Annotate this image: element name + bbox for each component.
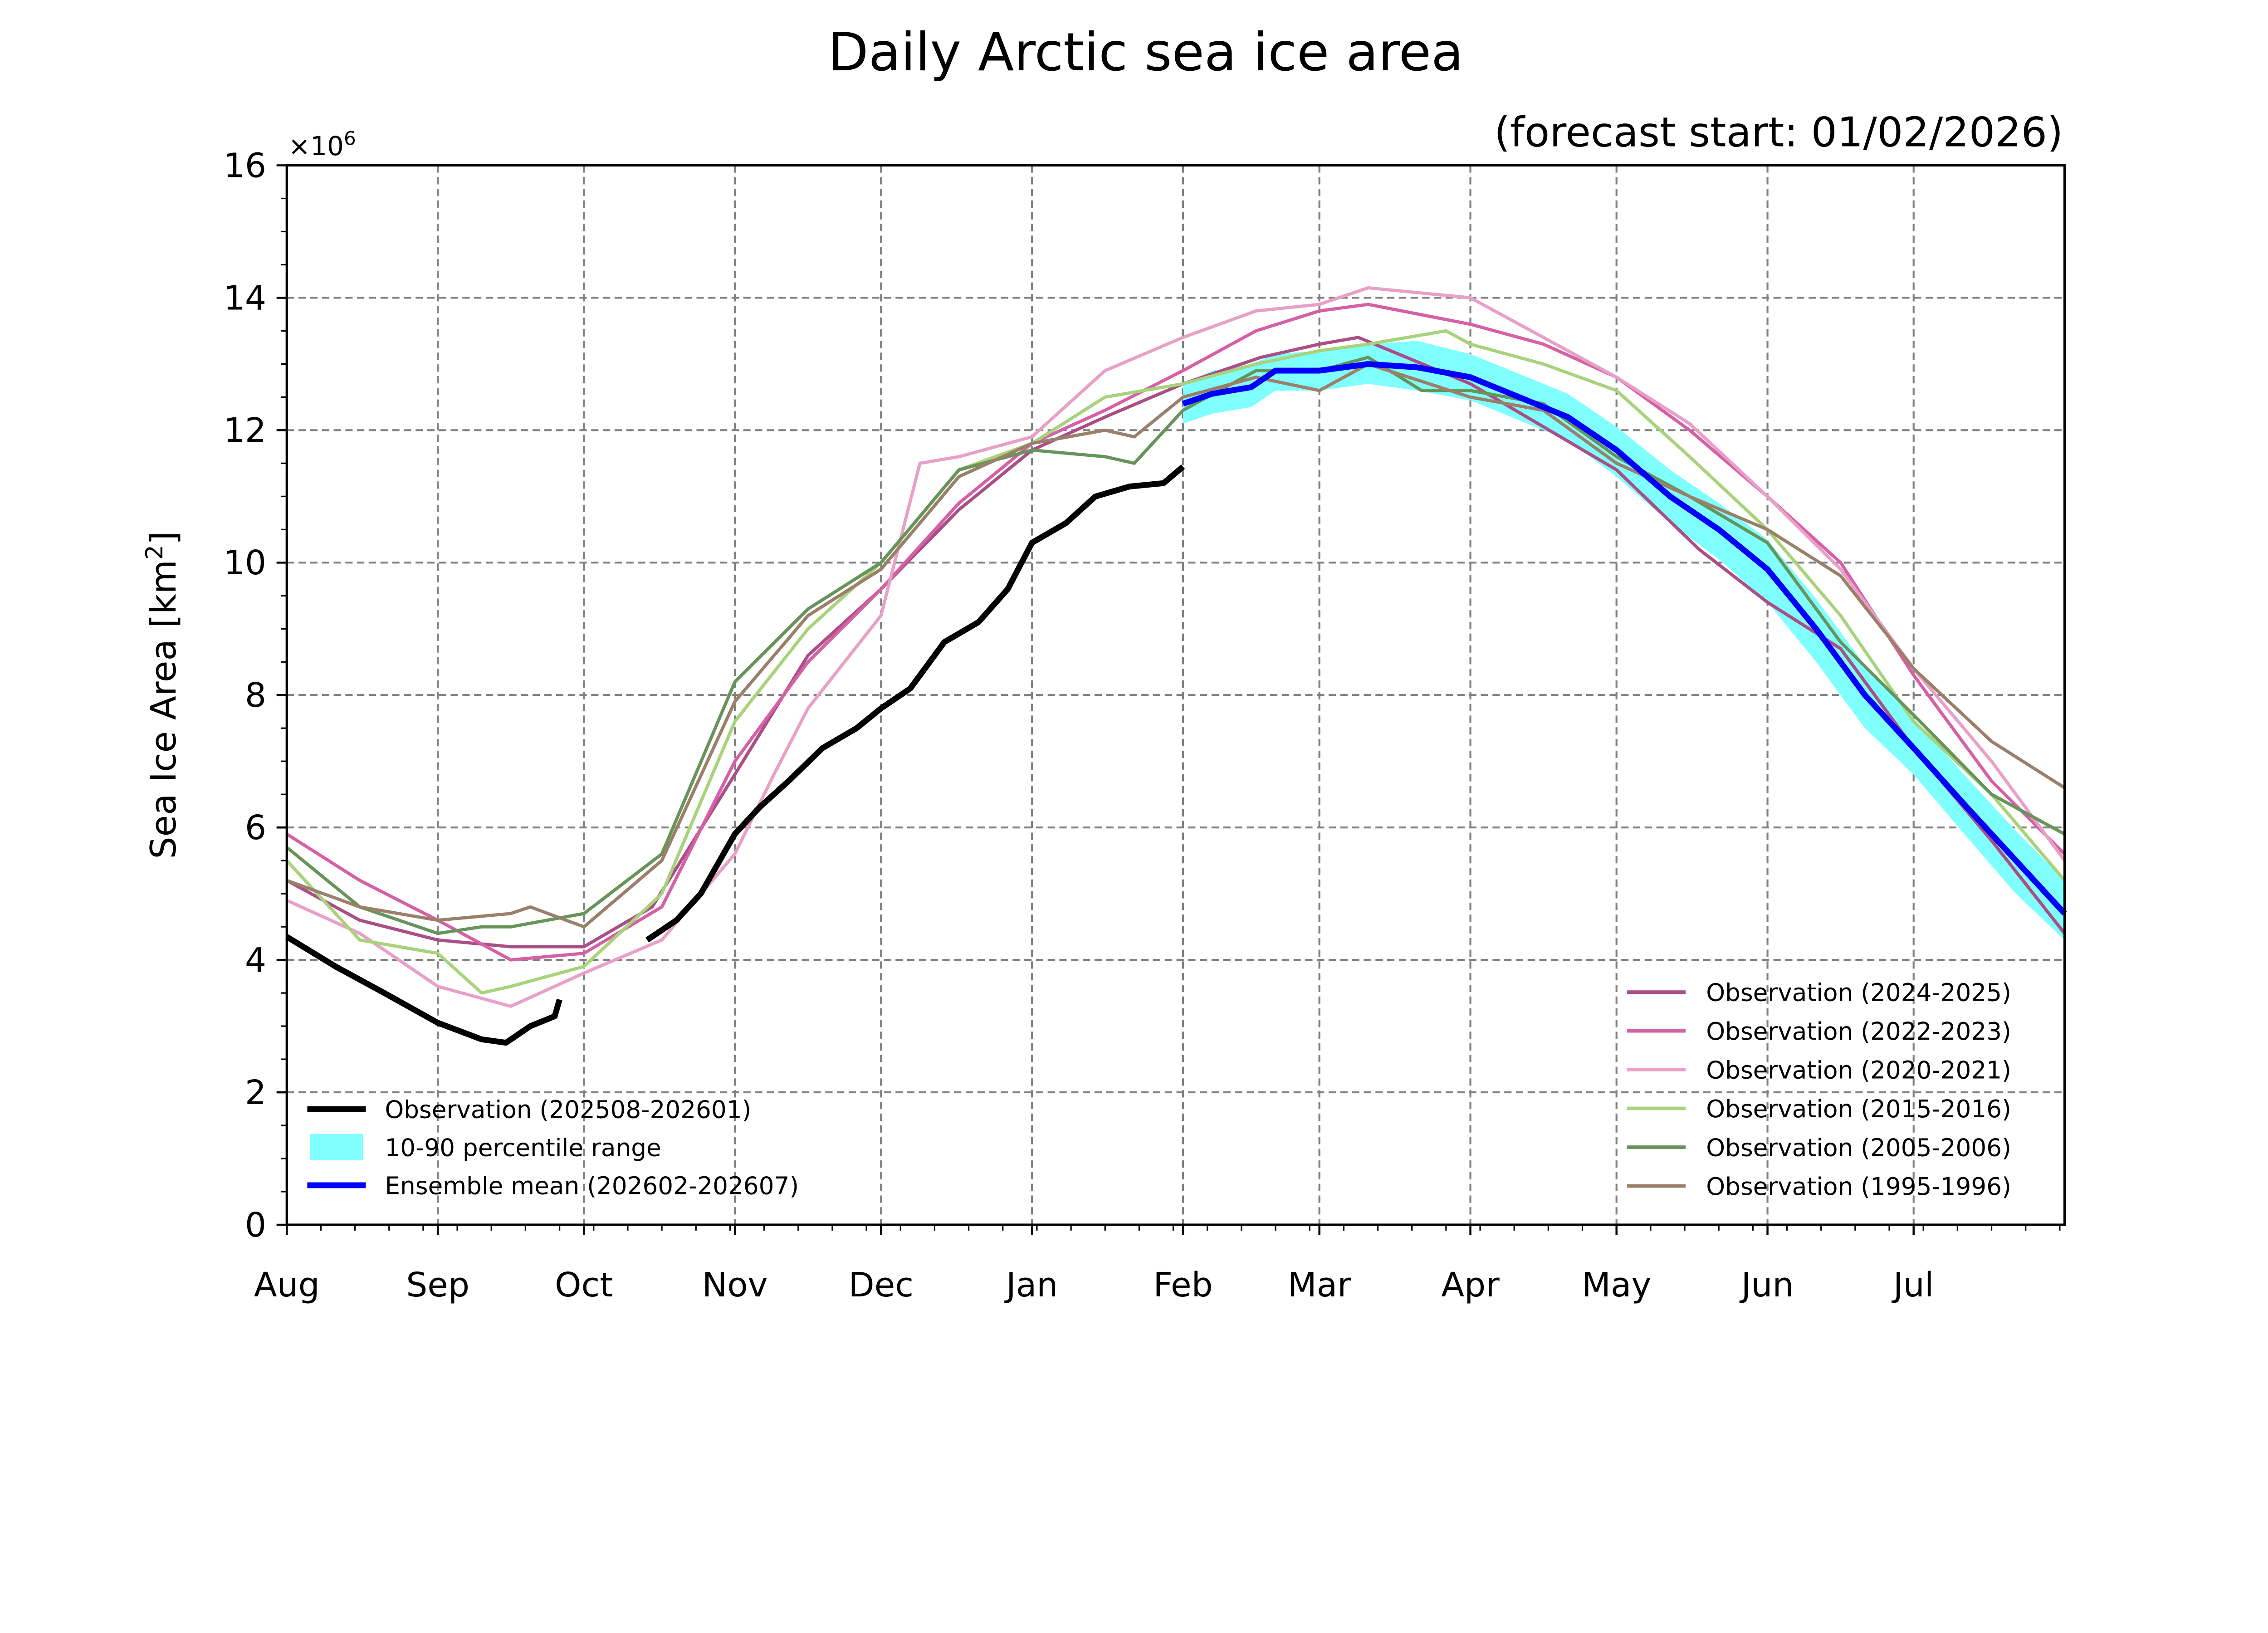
series-line-observation-2015-2016	[285, 329, 2066, 995]
x-tick-label: May	[1582, 1266, 1651, 1305]
sea-ice-chart: Daily Arctic sea ice area (forecast star…	[141, 22, 2067, 1305]
y-axis-label-end: ]	[143, 531, 184, 545]
y-axis-label: Sea Ice Area [km2]	[141, 531, 184, 859]
legend-label: Observation (202508-202601)	[385, 1096, 751, 1124]
x-tick-label: Oct	[555, 1266, 613, 1305]
y-tick-label: 10	[224, 543, 266, 582]
x-tick-label: Aug	[254, 1266, 320, 1305]
series-line-observation-1995-1996	[286, 362, 2066, 929]
x-tick-label: Nov	[702, 1266, 768, 1305]
y-tick-label: 2	[245, 1073, 266, 1112]
y-multiplier-base: ×10	[288, 131, 344, 161]
y-tick-label: 8	[245, 676, 266, 715]
y-axis-label-text: Sea Ice Area [km	[143, 560, 184, 859]
x-tick-label: Apr	[1441, 1266, 1500, 1305]
legends: Observation (202508-202601) 10-90 percent…	[307, 978, 2011, 1201]
series-line-observation-2005-2006	[286, 356, 2066, 935]
y-tick-label: 4	[245, 941, 266, 980]
legend-label: 10-90 percentile range	[385, 1134, 661, 1162]
legend-label: Observation (2024-2025)	[1706, 978, 2011, 1007]
grid	[287, 165, 2065, 1225]
series-line-observation-2024-2025	[286, 336, 2066, 949]
legend-label: Observation (2005-2006)	[1706, 1134, 2011, 1162]
x-tick-label: Jun	[1740, 1266, 1794, 1305]
x-tick-label: Mar	[1288, 1266, 1351, 1305]
series-line-observation-2020-2021	[286, 286, 2066, 1008]
x-tick-label: Jul	[1892, 1266, 1934, 1305]
y-tick-label: 6	[245, 808, 266, 847]
y-tick-label: 12	[224, 411, 266, 450]
y-multiplier-exponent: 6	[344, 127, 356, 149]
legend-swatch-band	[310, 1134, 363, 1161]
legend-label: Ensemble mean (202602-202607)	[385, 1172, 799, 1200]
legend-label: Observation (2020-2021)	[1706, 1056, 2011, 1084]
y-multiplier: ×106	[288, 127, 356, 161]
x-tick-label: Jan	[1004, 1266, 1058, 1305]
chart-title: Daily Arctic sea ice area	[828, 22, 1463, 83]
series-line-ensemble-mean-202602-202607	[1182, 361, 2067, 916]
y-tick-label: 16	[224, 146, 266, 185]
y-tick-label: 0	[245, 1206, 266, 1245]
legend-label: Observation (2022-2023)	[1706, 1017, 2011, 1046]
series-line-observation-202508-202601	[645, 464, 1185, 943]
x-tick-label: Dec	[849, 1266, 914, 1305]
legend-label: Observation (2015-2016)	[1706, 1095, 2011, 1123]
legend-label: Observation (1995-1996)	[1706, 1173, 2011, 1201]
series-line-observation-202508-202601	[285, 934, 562, 1046]
y-tick-label: 14	[224, 279, 266, 318]
y-axis-label-sup: 2	[141, 545, 168, 560]
series-layer	[285, 286, 2067, 1046]
x-tick-label: Feb	[1153, 1266, 1212, 1305]
chart-subtitle: (forecast start: 01/02/2026)	[1494, 109, 2063, 156]
x-tick-label: Sep	[406, 1266, 469, 1305]
axis-ticks: 0 2 4 6 8 10 12 14 16 Aug Sep Oct Nov Dec Jan Feb Mar Apr…	[224, 146, 2061, 1305]
